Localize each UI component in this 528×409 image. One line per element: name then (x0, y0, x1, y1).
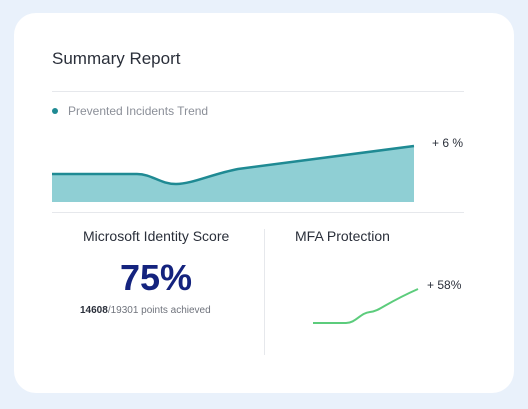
trend-change-label: + 6 % (432, 136, 464, 150)
identity-score-title: Microsoft Identity Score (83, 228, 230, 244)
trend-legend: Prevented Incidents Trend (52, 104, 208, 118)
divider-middle (52, 212, 464, 213)
points-achieved: 14608 (80, 305, 108, 316)
mfa-line (313, 288, 419, 324)
trend-chart (52, 144, 415, 202)
identity-score-value: 75% (119, 257, 193, 298)
trend-legend-label: Prevented Incidents Trend (68, 104, 209, 118)
trend-line (52, 144, 415, 186)
mfa-title: MFA Protection (295, 228, 390, 244)
trend-area (52, 146, 414, 202)
mfa-sparkline (313, 288, 419, 324)
divider-top (52, 91, 464, 92)
mfa-change-label: + 58% (427, 278, 462, 292)
page-title: Summary Report (52, 49, 181, 68)
identity-score-points: 14608/19301 points achieved (80, 305, 211, 316)
legend-dot-icon (52, 108, 58, 114)
divider-vertical (264, 229, 265, 355)
points-total: /19301 points achieved (107, 305, 211, 316)
